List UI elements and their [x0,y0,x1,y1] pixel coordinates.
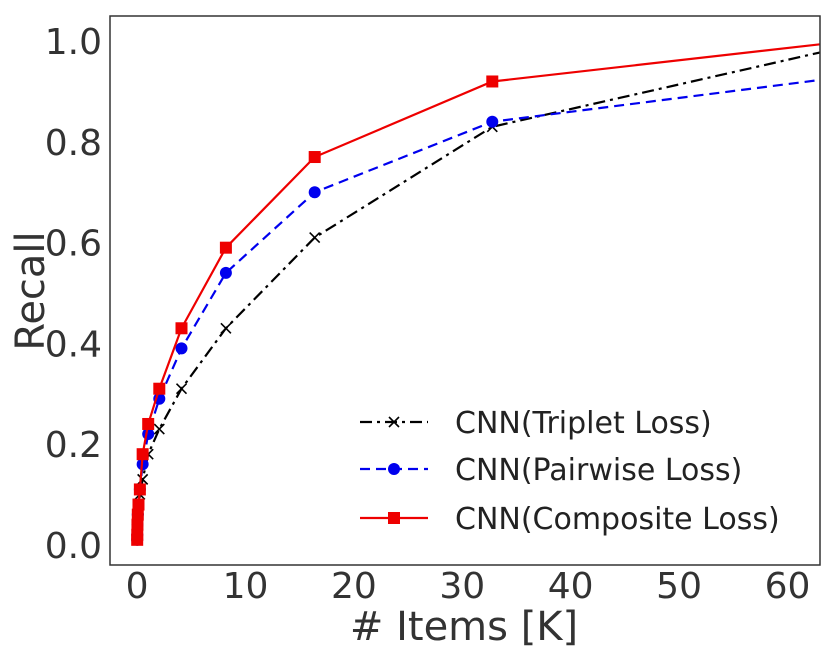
data-point [136,448,149,461]
data-point [486,75,499,88]
data-point [142,417,155,430]
axes: 0 10 20 30 40 50 60 0.0 0.2 0.4 0.6 0.8 1.0 [45,15,821,607]
data-point [175,322,188,335]
data-point [309,232,321,244]
legend-marker [388,463,400,475]
data-point [175,342,188,355]
y-tick-label: 1.0 [45,22,102,63]
legend-marker [388,512,400,524]
data-point [133,483,146,496]
plot-frame [109,15,821,566]
y-axis-title: Recall [8,231,54,350]
x-tick-label: 40 [548,566,594,607]
legend-entry-cnn-triplet-loss: CNN(Triplet Loss) [360,406,712,441]
data-point [131,518,144,531]
y-tick-label: 0.0 [45,526,102,567]
x-tick-label: 10 [223,566,269,607]
data-point [153,382,166,395]
legend-label: CNN(Pairwise Loss) [455,453,742,488]
data-point [308,151,321,164]
x-tick-label: 0 [126,566,149,607]
x-tick-label: 20 [331,566,377,607]
data-point [175,383,188,395]
y-tick-label: 0.4 [45,324,102,365]
x-axis-title: # Items [K] [350,604,578,650]
data-point [486,115,499,128]
data-point [219,241,232,254]
y-tick-label: 0.2 [45,425,102,466]
data-point [153,423,165,435]
data-point [131,528,144,541]
legend-entry-cnn-pairwise-loss: CNN(Pairwise Loss) [360,453,742,488]
legend-entry-cnn-composite-loss: CNN(Composite Loss) [360,502,780,537]
data-point [131,508,144,521]
legend-label: CNN(Triplet Loss) [455,406,712,441]
y-tick-label: 0.6 [45,224,102,265]
legend-marker [388,416,400,428]
legend-label: CNN(Composite Loss) [455,502,780,537]
x-tick-label: 50 [656,566,702,607]
plot-area [131,43,820,546]
x-tick-label: 30 [439,566,485,607]
data-point [132,498,145,511]
legend: CNN(Triplet Loss) CNN(Pairwise Loss) CNN(C… [360,406,780,537]
data-point [219,266,232,279]
data-point [308,186,321,199]
y-tick-label: 0.8 [45,123,102,164]
series-cnn-composite-loss [131,43,820,546]
x-tick-label: 60 [765,566,811,607]
data-point [220,322,232,334]
